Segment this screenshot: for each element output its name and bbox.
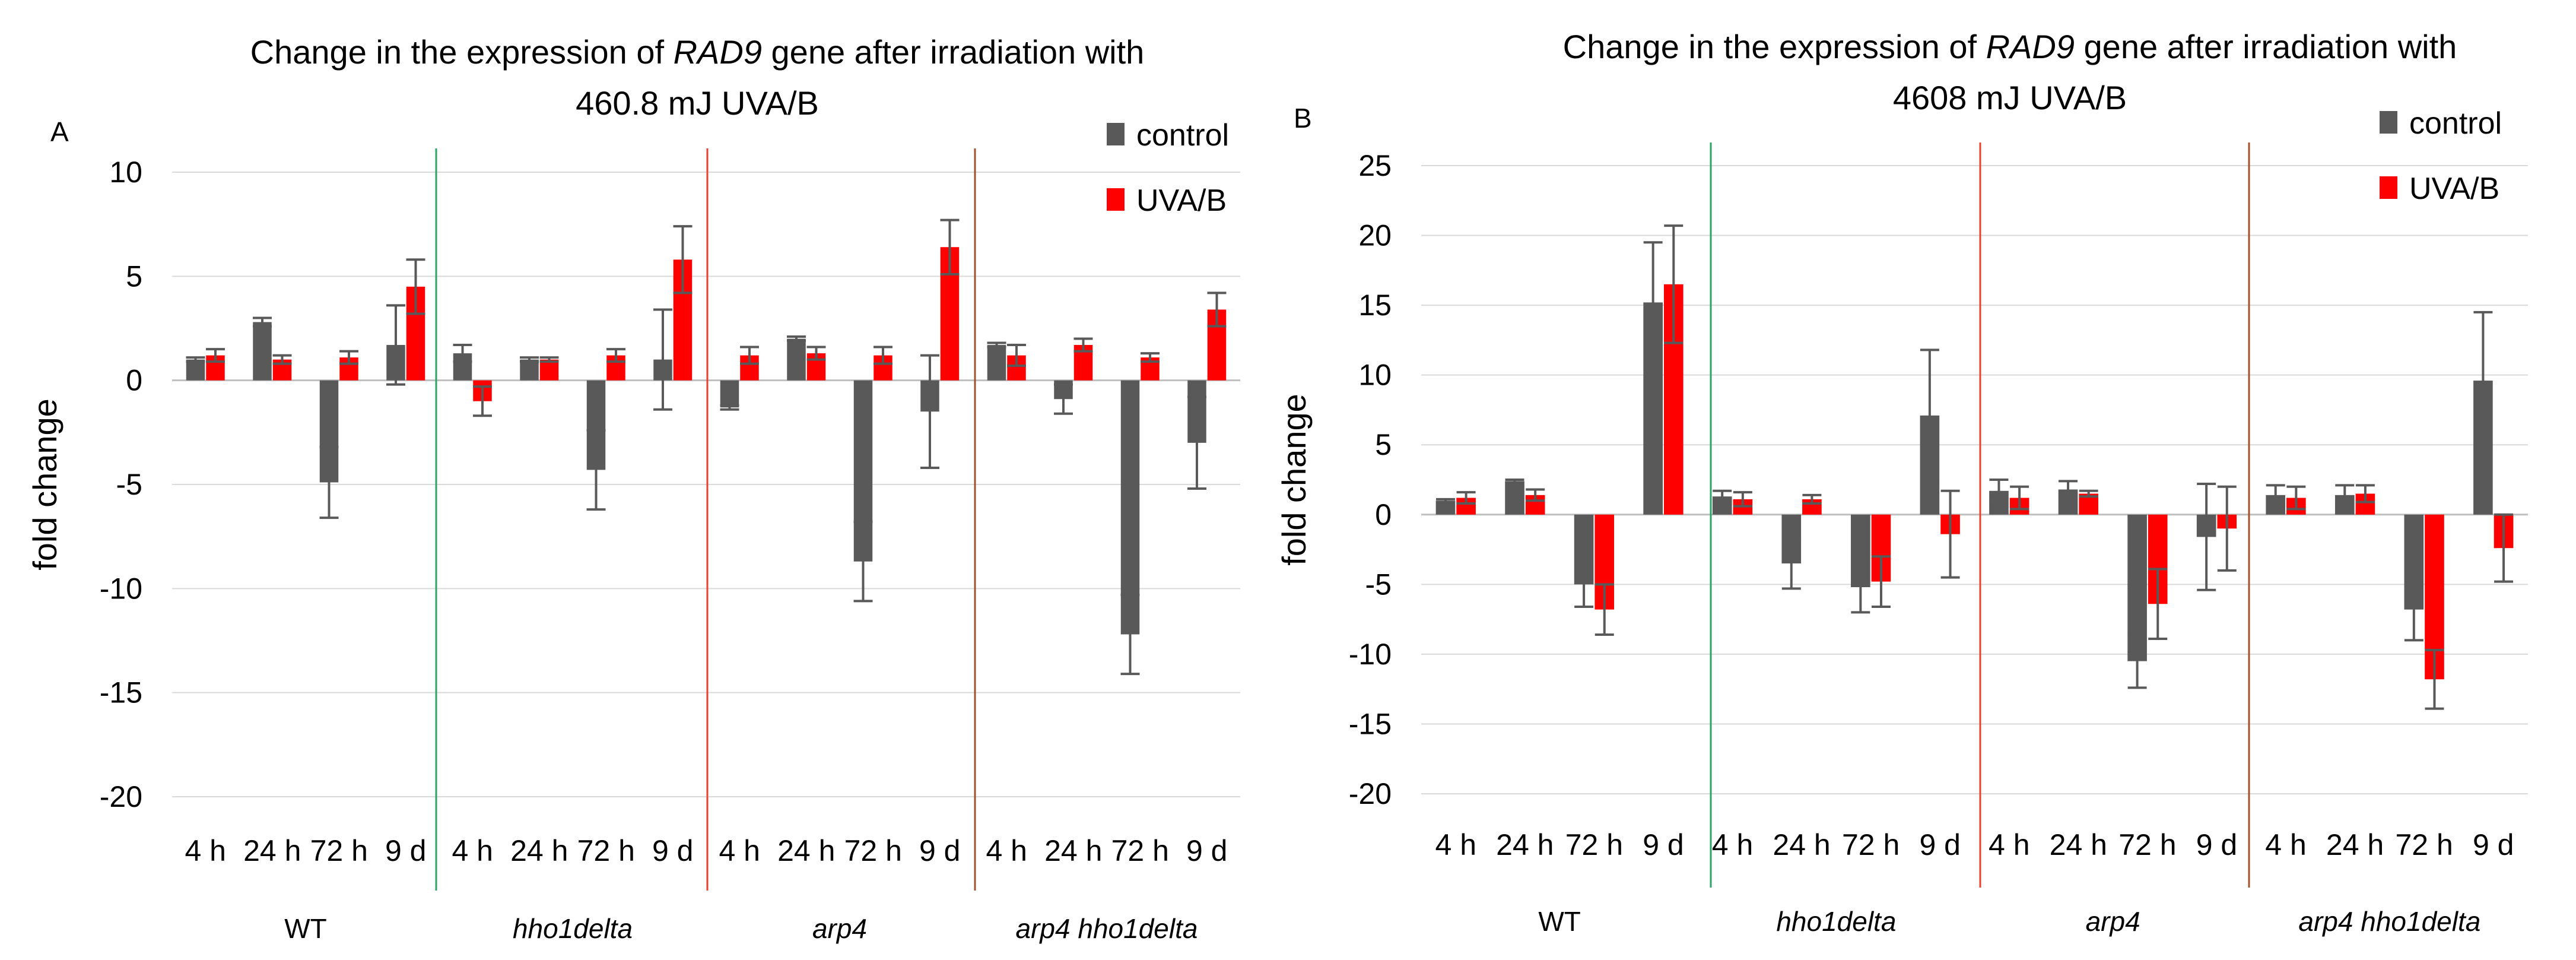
- bar-control: [186, 359, 205, 381]
- group-label: arp4: [812, 913, 867, 944]
- x-category-label: 9 d: [652, 834, 694, 867]
- chart-panel-B: B Change in the expression of RAD9 gene a…: [1275, 28, 2528, 937]
- legend-swatch-control: [1107, 123, 1125, 145]
- bar-control: [787, 338, 806, 381]
- legend-swatch-uvab: [2380, 176, 2397, 199]
- x-category-label: 9 d: [1919, 828, 1961, 861]
- x-category-label: 24 h: [510, 834, 568, 867]
- legend-label: UVA/B: [1136, 183, 1227, 218]
- legend-swatch-uvab: [1107, 188, 1125, 211]
- group-label: WT: [284, 913, 327, 944]
- bar-control: [253, 322, 272, 381]
- x-category-label: 4 h: [2265, 828, 2307, 861]
- chart-subtitle: 460.8 mJ UVA/B: [576, 84, 819, 122]
- y-tick-label: -20: [100, 780, 142, 813]
- y-tick-label: 0: [126, 364, 142, 397]
- y-tick-label: 10: [109, 156, 142, 189]
- panel-label: A: [50, 116, 69, 147]
- x-category-label: 24 h: [2050, 828, 2107, 861]
- x-category-label: 72 h: [1565, 828, 1623, 861]
- x-category-label: 9 d: [385, 834, 427, 867]
- y-tick-label: 15: [1358, 289, 1392, 322]
- x-category-label: 72 h: [310, 834, 368, 867]
- legend-swatch-control: [2380, 111, 2397, 134]
- bar-control: [987, 345, 1006, 381]
- legend-label: control: [1136, 118, 1229, 153]
- x-category-label: 72 h: [2118, 828, 2176, 861]
- x-category-label: 4 h: [1989, 828, 2030, 861]
- x-category-label: 4 h: [1712, 828, 1754, 861]
- y-tick-label: -15: [100, 676, 142, 709]
- y-tick-label: 0: [1375, 498, 1392, 531]
- x-category-label: 9 d: [2473, 828, 2514, 861]
- y-tick-label: 5: [126, 259, 142, 293]
- bar-control: [720, 380, 739, 408]
- x-category-label: 72 h: [577, 834, 635, 867]
- group-label: hho1delta: [1776, 906, 1896, 937]
- x-category-label: 4 h: [1435, 828, 1477, 861]
- x-category-label: 4 h: [185, 834, 226, 867]
- group-label: arp4 hho1delta: [1016, 913, 1198, 944]
- chart-subtitle: 4608 mJ UVA/B: [1893, 79, 2127, 116]
- y-tick-label: 10: [1358, 359, 1392, 392]
- x-category-label: 72 h: [1842, 828, 1900, 861]
- y-tick-label: -15: [1349, 707, 1392, 740]
- x-category-label: 24 h: [243, 834, 301, 867]
- bar-control: [1120, 380, 1140, 635]
- y-tick-label: 20: [1358, 219, 1392, 252]
- y-tick-label: -10: [100, 572, 142, 605]
- legend-label: UVA/B: [2409, 172, 2499, 206]
- group-label: WT: [1538, 906, 1581, 937]
- x-category-label: 24 h: [1044, 834, 1102, 867]
- legend-label: control: [2409, 106, 2502, 141]
- x-category-label: 72 h: [844, 834, 902, 867]
- bar-uvab: [539, 359, 559, 381]
- group-label: hho1delta: [513, 913, 633, 944]
- bar-control: [1435, 500, 1456, 515]
- x-category-label: 9 d: [1643, 828, 1684, 861]
- x-category-label: 4 h: [452, 834, 493, 867]
- x-category-label: 72 h: [2395, 828, 2453, 861]
- y-tick-label: -20: [1349, 777, 1392, 810]
- chart-panel-A: A Change in the expression of RAD9 gene a…: [26, 33, 1240, 944]
- y-tick-label: -5: [1365, 568, 1392, 601]
- panel-label: B: [1294, 103, 1312, 134]
- y-tick-label: 5: [1375, 428, 1392, 461]
- x-category-label: 4 h: [986, 834, 1027, 867]
- y-axis-label: fold change: [26, 398, 63, 571]
- bar-control: [1505, 481, 1524, 515]
- x-category-label: 9 d: [2196, 828, 2238, 861]
- x-category-label: 24 h: [1496, 828, 1554, 861]
- x-category-label: 24 h: [2326, 828, 2384, 861]
- x-category-label: 72 h: [1111, 834, 1169, 867]
- group-label: arp4 hho1delta: [2298, 906, 2480, 937]
- x-category-label: 4 h: [719, 834, 760, 867]
- x-category-label: 24 h: [1773, 828, 1830, 861]
- y-tick-label: -10: [1349, 638, 1392, 671]
- chart-title: Change in the expression of RAD9 gene af…: [1563, 28, 2457, 65]
- x-category-label: 24 h: [777, 834, 835, 867]
- x-category-label: 9 d: [919, 834, 961, 867]
- chart-title: Change in the expression of RAD9 gene af…: [250, 33, 1145, 71]
- y-tick-label: -5: [116, 468, 142, 501]
- bar-control: [520, 359, 539, 381]
- x-category-label: 9 d: [1186, 834, 1228, 867]
- y-tick-label: 25: [1358, 149, 1392, 182]
- y-axis-label: fold change: [1275, 394, 1313, 566]
- group-label: arp4: [2086, 906, 2140, 937]
